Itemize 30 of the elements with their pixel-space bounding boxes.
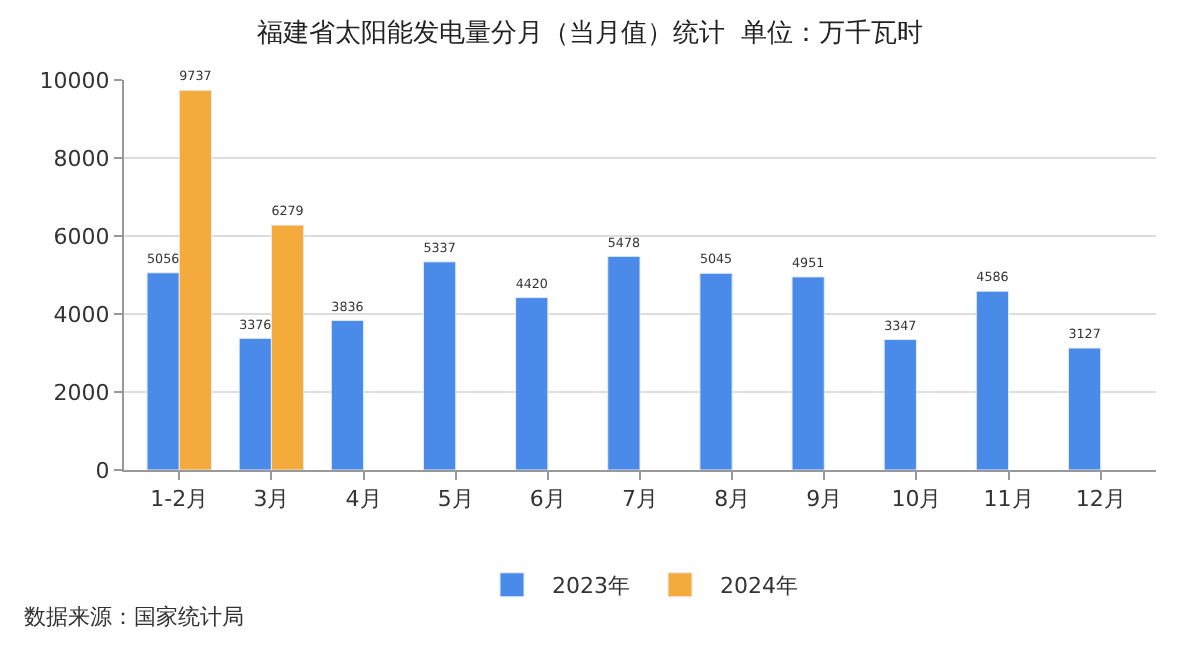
- x-tick-label: 5月: [437, 486, 474, 513]
- y-tick-label: 6000: [53, 223, 110, 250]
- bar: [515, 297, 549, 470]
- x-tick-label: 8月: [714, 486, 751, 513]
- y-tick-label: 4000: [53, 301, 110, 328]
- y-tick-label: 8000: [53, 145, 110, 172]
- y-tick-label: 0: [95, 457, 110, 484]
- x-tick-label: 3月: [253, 486, 290, 513]
- x-tick-label: 1-2月: [150, 486, 209, 513]
- x-tick-label: 7月: [622, 486, 658, 513]
- bar: [1067, 347, 1102, 470]
- bar: [330, 319, 365, 470]
- bar: [422, 261, 457, 470]
- x-tick-label: 4月: [345, 486, 382, 513]
- chart-title: 福建省太阳能发电量分月（当月值）统计 单位：万千瓦时: [256, 19, 924, 50]
- bar: [607, 255, 641, 470]
- x-tick-label: 12月: [1075, 486, 1126, 513]
- bar: [883, 338, 917, 470]
- bar: [791, 276, 825, 470]
- x-tick-label: 10月: [891, 486, 942, 513]
- x-tick-label: 9月: [806, 486, 843, 513]
- source-note: 数据来源：国家统计局: [24, 604, 244, 630]
- x-tick-label: 6月: [529, 486, 566, 513]
- x-tick-label: 11月: [983, 486, 1034, 513]
- bar: [699, 272, 733, 470]
- legend-label: 2024年: [720, 573, 798, 600]
- y-tick-label: 2000: [53, 379, 110, 406]
- legend-label: 2023年: [552, 573, 630, 600]
- bar: [975, 290, 1010, 470]
- y-tick-label: 10000: [39, 67, 110, 94]
